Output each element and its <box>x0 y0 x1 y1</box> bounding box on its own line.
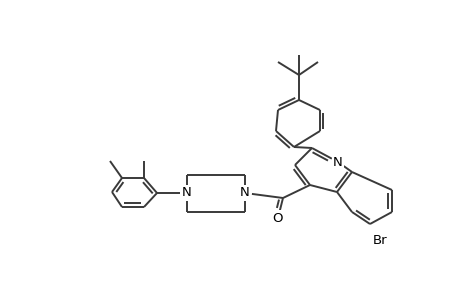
Text: N: N <box>332 155 342 169</box>
Text: O: O <box>272 212 283 224</box>
Text: N: N <box>182 187 191 200</box>
Text: Br: Br <box>372 233 386 247</box>
Text: N: N <box>240 187 249 200</box>
